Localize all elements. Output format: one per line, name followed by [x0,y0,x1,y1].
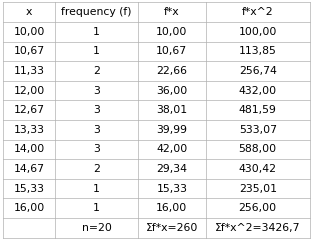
Text: 113,85: 113,85 [239,46,277,56]
Text: 235,01: 235,01 [239,184,277,194]
Text: n=20: n=20 [82,223,112,233]
Text: 11,33: 11,33 [14,66,45,76]
Text: 10,67: 10,67 [14,46,45,56]
Text: 29,34: 29,34 [156,164,187,174]
Text: 1: 1 [93,27,100,37]
Text: 10,00: 10,00 [156,27,187,37]
Text: 3: 3 [93,125,100,135]
Text: 100,00: 100,00 [239,27,277,37]
Text: 1: 1 [93,203,100,213]
Text: x: x [26,7,32,17]
Text: 36,00: 36,00 [156,86,187,96]
Text: 10,67: 10,67 [156,46,187,56]
Text: f*x: f*x [164,7,180,17]
Text: 12,67: 12,67 [14,105,45,115]
Text: 588,00: 588,00 [239,144,277,154]
Text: 481,59: 481,59 [239,105,277,115]
Text: 3: 3 [93,86,100,96]
Text: 256,00: 256,00 [239,203,277,213]
Text: 13,33: 13,33 [14,125,45,135]
Text: 38,01: 38,01 [156,105,187,115]
Text: 430,42: 430,42 [239,164,277,174]
Text: 14,00: 14,00 [13,144,45,154]
Text: frequency (f): frequency (f) [61,7,132,17]
Text: 1: 1 [93,184,100,194]
Text: 16,00: 16,00 [13,203,45,213]
Text: 10,00: 10,00 [13,27,45,37]
Text: 1: 1 [93,46,100,56]
Text: 2: 2 [93,164,100,174]
Text: 16,00: 16,00 [156,203,187,213]
Text: f*x^2: f*x^2 [242,7,274,17]
Text: 15,33: 15,33 [14,184,45,194]
Text: Σf*x^2=3426,7: Σf*x^2=3426,7 [215,223,300,233]
Text: 432,00: 432,00 [239,86,277,96]
Text: 22,66: 22,66 [156,66,187,76]
Text: 3: 3 [93,105,100,115]
Text: 39,99: 39,99 [156,125,187,135]
Text: 42,00: 42,00 [156,144,187,154]
Text: 2: 2 [93,66,100,76]
Text: 3: 3 [93,144,100,154]
Text: Σf*x=260: Σf*x=260 [146,223,198,233]
Text: 15,33: 15,33 [156,184,187,194]
Text: 12,00: 12,00 [13,86,45,96]
Text: 14,67: 14,67 [14,164,45,174]
Text: 256,74: 256,74 [239,66,277,76]
Text: 533,07: 533,07 [239,125,277,135]
